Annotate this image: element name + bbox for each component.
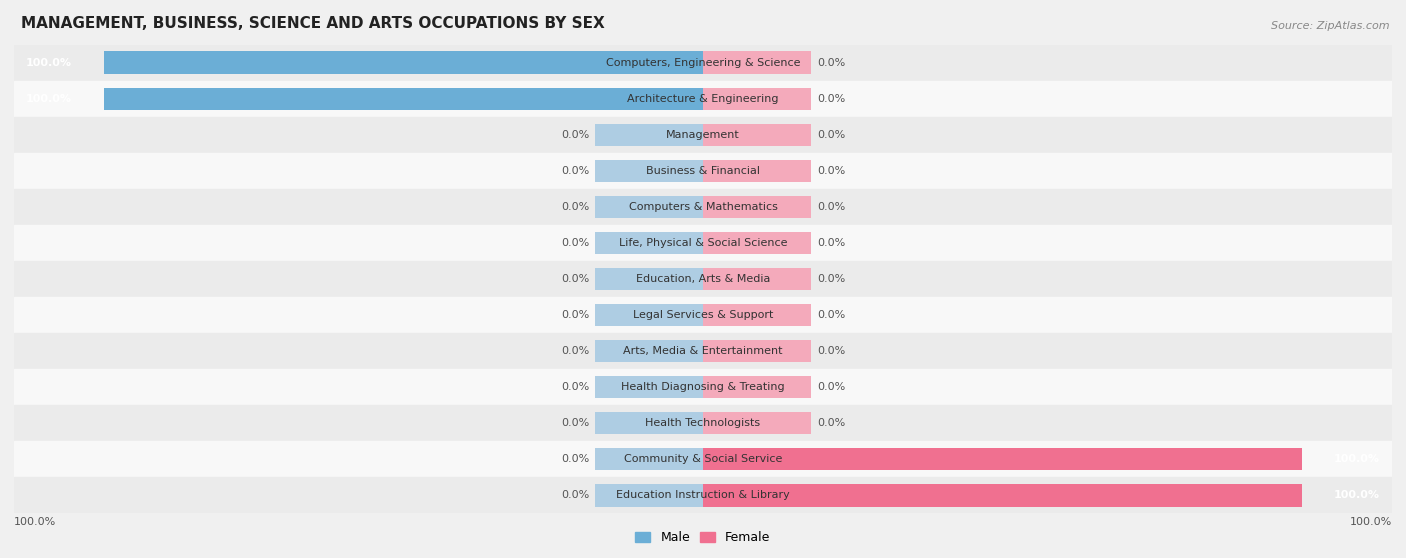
Bar bbox=[703, 412, 811, 434]
Text: Business & Financial: Business & Financial bbox=[645, 166, 761, 176]
Text: 0.0%: 0.0% bbox=[817, 238, 845, 248]
Bar bbox=[14, 405, 1392, 441]
Text: 0.0%: 0.0% bbox=[561, 130, 589, 140]
Text: 0.0%: 0.0% bbox=[561, 490, 589, 501]
Text: Source: ZipAtlas.com: Source: ZipAtlas.com bbox=[1271, 21, 1389, 31]
Bar bbox=[703, 232, 811, 254]
Bar bbox=[595, 448, 703, 470]
Bar bbox=[104, 51, 703, 74]
Bar bbox=[595, 196, 703, 218]
Bar bbox=[595, 160, 703, 182]
Bar bbox=[14, 261, 1392, 297]
Bar bbox=[595, 268, 703, 290]
Text: 100.0%: 100.0% bbox=[1350, 517, 1392, 527]
Bar bbox=[14, 297, 1392, 333]
Bar bbox=[14, 153, 1392, 189]
Text: 0.0%: 0.0% bbox=[817, 382, 845, 392]
Bar bbox=[703, 304, 811, 326]
Text: 0.0%: 0.0% bbox=[817, 274, 845, 284]
Text: Life, Physical & Social Science: Life, Physical & Social Science bbox=[619, 238, 787, 248]
Text: Computers, Engineering & Science: Computers, Engineering & Science bbox=[606, 57, 800, 68]
Bar bbox=[703, 51, 811, 74]
Text: Education Instruction & Library: Education Instruction & Library bbox=[616, 490, 790, 501]
Text: 0.0%: 0.0% bbox=[817, 94, 845, 104]
Text: 0.0%: 0.0% bbox=[561, 274, 589, 284]
Text: Education, Arts & Media: Education, Arts & Media bbox=[636, 274, 770, 284]
Bar bbox=[595, 124, 703, 146]
Text: 0.0%: 0.0% bbox=[561, 310, 589, 320]
Bar bbox=[14, 117, 1392, 153]
Bar bbox=[703, 376, 811, 398]
Bar bbox=[703, 340, 811, 362]
Bar bbox=[703, 484, 1302, 507]
Bar bbox=[14, 45, 1392, 81]
Bar bbox=[703, 160, 811, 182]
Bar bbox=[595, 484, 703, 507]
Bar bbox=[595, 412, 703, 434]
Text: 0.0%: 0.0% bbox=[817, 166, 845, 176]
Text: 0.0%: 0.0% bbox=[817, 346, 845, 356]
Text: 100.0%: 100.0% bbox=[1334, 454, 1379, 464]
Bar bbox=[14, 333, 1392, 369]
Text: Health Diagnosing & Treating: Health Diagnosing & Treating bbox=[621, 382, 785, 392]
Text: 0.0%: 0.0% bbox=[561, 418, 589, 428]
Bar bbox=[14, 369, 1392, 405]
Text: 100.0%: 100.0% bbox=[27, 94, 72, 104]
Text: Architecture & Engineering: Architecture & Engineering bbox=[627, 94, 779, 104]
Bar bbox=[595, 304, 703, 326]
Text: 0.0%: 0.0% bbox=[561, 454, 589, 464]
Text: 0.0%: 0.0% bbox=[817, 418, 845, 428]
Text: 100.0%: 100.0% bbox=[27, 57, 72, 68]
Text: 0.0%: 0.0% bbox=[817, 310, 845, 320]
Text: Computers & Mathematics: Computers & Mathematics bbox=[628, 202, 778, 212]
Bar bbox=[703, 448, 1302, 470]
Bar bbox=[595, 232, 703, 254]
Bar bbox=[595, 340, 703, 362]
Text: 100.0%: 100.0% bbox=[1334, 490, 1379, 501]
Bar bbox=[703, 268, 811, 290]
Text: 0.0%: 0.0% bbox=[817, 130, 845, 140]
Text: Community & Social Service: Community & Social Service bbox=[624, 454, 782, 464]
Text: Health Technologists: Health Technologists bbox=[645, 418, 761, 428]
Text: 100.0%: 100.0% bbox=[14, 517, 56, 527]
Text: MANAGEMENT, BUSINESS, SCIENCE AND ARTS OCCUPATIONS BY SEX: MANAGEMENT, BUSINESS, SCIENCE AND ARTS O… bbox=[21, 16, 605, 31]
Text: 0.0%: 0.0% bbox=[561, 382, 589, 392]
Text: 0.0%: 0.0% bbox=[561, 202, 589, 212]
Text: Management: Management bbox=[666, 130, 740, 140]
Bar bbox=[14, 189, 1392, 225]
Bar bbox=[14, 477, 1392, 513]
Bar bbox=[703, 196, 811, 218]
Text: 0.0%: 0.0% bbox=[817, 57, 845, 68]
Text: Arts, Media & Entertainment: Arts, Media & Entertainment bbox=[623, 346, 783, 356]
Text: 0.0%: 0.0% bbox=[561, 346, 589, 356]
Text: 0.0%: 0.0% bbox=[561, 238, 589, 248]
Text: 0.0%: 0.0% bbox=[817, 202, 845, 212]
Bar bbox=[703, 124, 811, 146]
Bar bbox=[595, 376, 703, 398]
Bar bbox=[703, 88, 811, 110]
Legend: Male, Female: Male, Female bbox=[630, 526, 776, 549]
Text: Legal Services & Support: Legal Services & Support bbox=[633, 310, 773, 320]
Bar bbox=[14, 81, 1392, 117]
Text: 0.0%: 0.0% bbox=[561, 166, 589, 176]
Bar bbox=[14, 225, 1392, 261]
Bar bbox=[14, 441, 1392, 477]
Bar bbox=[104, 88, 703, 110]
